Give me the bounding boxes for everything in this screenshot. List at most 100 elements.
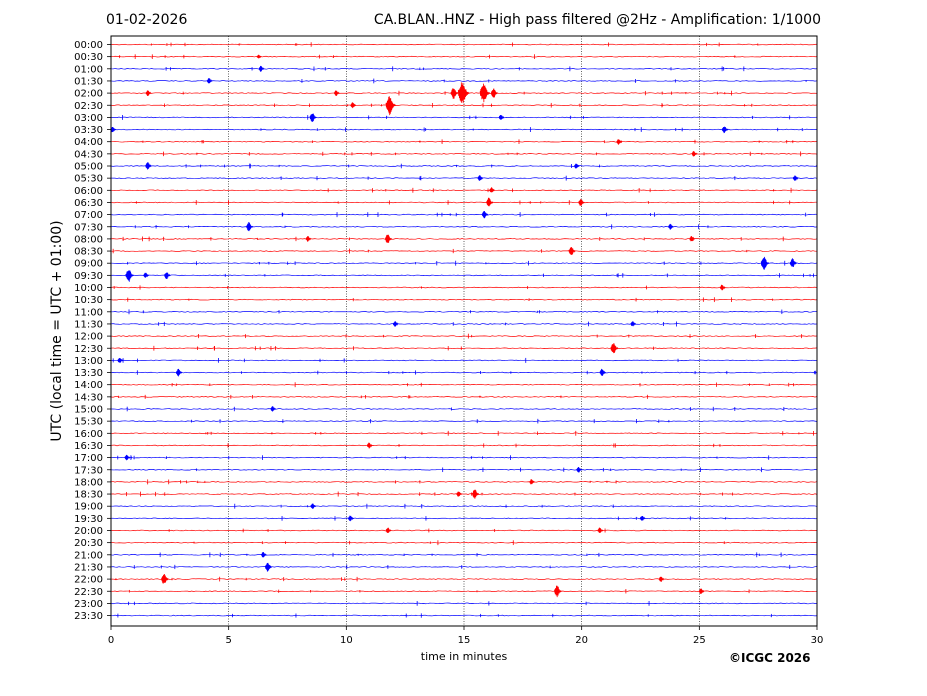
y-tick-label: 19:30 (74, 514, 103, 525)
seismic-event (145, 162, 152, 170)
trace-0800 (110, 238, 818, 240)
seismic-event (597, 527, 604, 534)
y-tick-label: 01:00 (74, 64, 103, 75)
x-tick-label: 10 (340, 635, 353, 646)
y-tick-label: 13:00 (74, 356, 103, 367)
y-tick-label: 19:00 (74, 502, 103, 513)
y-tick-label: 11:00 (74, 307, 103, 318)
y-tick-label: 18:30 (74, 490, 103, 501)
y-tick-label: 14:30 (74, 392, 103, 403)
x-tick-label: 20 (575, 635, 588, 646)
seismic-event (265, 562, 273, 572)
trace-2330 (110, 614, 818, 617)
y-tick-label: 06:30 (74, 198, 103, 209)
seismic-event (246, 222, 254, 232)
y-tick-label: 00:30 (74, 52, 103, 63)
trace-1600 (110, 432, 818, 435)
y-tick-label: 04:30 (74, 149, 103, 160)
trace-1530 (110, 420, 818, 422)
seismic-event (143, 272, 149, 278)
seismic-event (719, 284, 726, 291)
seismic-event (348, 515, 354, 522)
trace-0330 (110, 128, 818, 131)
y-tick-label: 22:00 (74, 575, 103, 586)
seismic-event (175, 368, 183, 377)
y-tick-label: 02:00 (74, 89, 103, 100)
seismic-event (721, 126, 729, 134)
trace-0000 (110, 43, 818, 46)
trace-0830 (110, 250, 818, 252)
trace-0500 (110, 165, 818, 167)
y-tick-label: 13:30 (74, 368, 103, 379)
trace-2130 (110, 566, 818, 568)
seismic-event (310, 503, 317, 509)
seismic-event (161, 573, 169, 584)
seismic-event (529, 479, 535, 485)
trace-0100 (110, 68, 818, 70)
y-tick-label: 11:30 (74, 319, 103, 330)
seismic-event (477, 175, 484, 181)
seismic-event (450, 88, 459, 99)
seismic-event (498, 114, 505, 120)
trace-1000 (110, 286, 818, 289)
trace-0630 (110, 201, 818, 204)
date-label: 01-02-2026 (106, 12, 188, 28)
y-tick-label: 15:00 (74, 405, 103, 416)
y-tick-label: 22:30 (74, 587, 103, 598)
seismic-event (124, 454, 131, 461)
y-tick-label: 07:30 (74, 222, 103, 233)
y-tick-label: 12:00 (74, 332, 103, 343)
trace-0900 (110, 262, 818, 264)
y-tick-label: 20:30 (74, 538, 103, 549)
seismic-event (574, 163, 580, 169)
x-tick-label: 5 (225, 635, 231, 646)
y-tick-label: 05:30 (74, 174, 103, 185)
seismic-event (117, 358, 124, 364)
trace-1700 (110, 456, 818, 459)
x-tick-label: 30 (811, 635, 824, 646)
trace-0930 (110, 274, 818, 277)
seismic-event (258, 65, 265, 72)
seismic-event (457, 82, 470, 103)
seismic-event (270, 406, 277, 412)
y-tick-label: 21:30 (74, 562, 103, 573)
trace-0730 (110, 225, 818, 228)
seismic-event (350, 102, 357, 109)
y-tick-label: 21:00 (74, 550, 103, 561)
trace-1130 (110, 323, 818, 325)
seismic-event (479, 83, 491, 103)
y-tick-label: 20:00 (74, 526, 103, 537)
trace-0130 (110, 80, 818, 82)
copyright-credit: ©ICGC 2026 (729, 651, 811, 665)
seismic-event (616, 139, 622, 145)
seismic-event (472, 489, 480, 499)
y-tick-label: 01:30 (74, 76, 103, 87)
trace-1100 (110, 311, 818, 313)
seismic-event (489, 187, 495, 193)
trace-1430 (110, 396, 818, 398)
y-tick-label: 23:30 (74, 611, 103, 622)
seismic-event (385, 96, 397, 116)
seismic-event (110, 126, 117, 133)
y-tick-label: 03:30 (74, 125, 103, 136)
trace-1300 (110, 359, 818, 362)
seismic-event (668, 223, 674, 230)
seismic-event (486, 197, 494, 207)
seismic-event (554, 585, 562, 598)
seismic-event (490, 88, 498, 98)
trace-1730 (110, 468, 818, 471)
y-tick-label: 08:30 (74, 247, 103, 258)
seismic-event (639, 515, 646, 521)
seismic-event (691, 151, 698, 157)
seismic-event (610, 342, 619, 354)
trace-0600 (110, 189, 818, 192)
x-axis-label: time in minutes (420, 650, 508, 663)
seismic-event (164, 272, 171, 279)
y-tick-label: 03:00 (74, 113, 103, 124)
seismic-event (568, 247, 576, 255)
trace-1400 (110, 383, 818, 386)
seismic-event (206, 77, 213, 84)
x-tick-label: 15 (458, 635, 471, 646)
trace-2100 (110, 554, 818, 556)
